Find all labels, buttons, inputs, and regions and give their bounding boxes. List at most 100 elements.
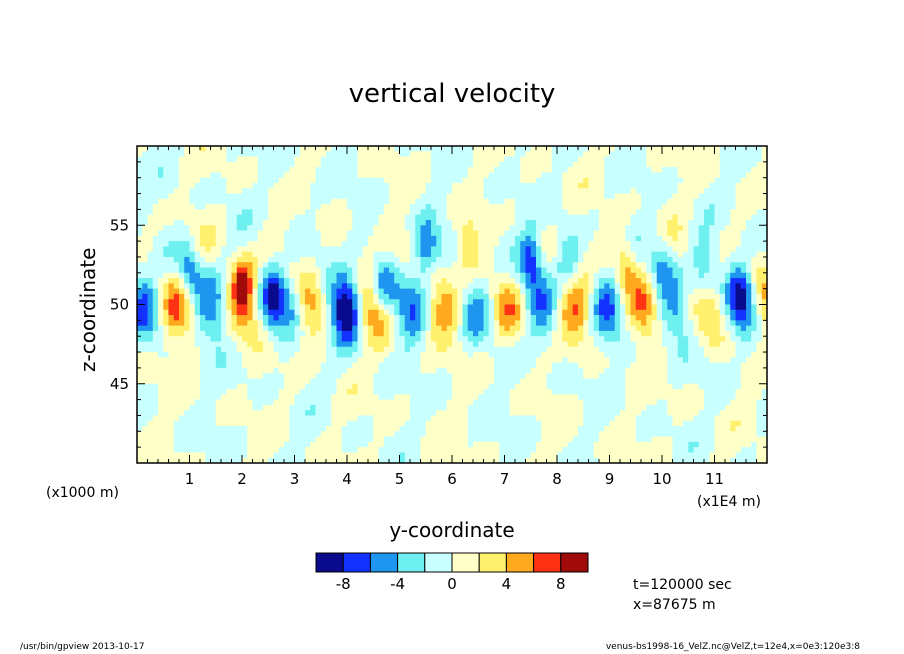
heatmap-cell — [677, 267, 684, 274]
heatmap-cell — [719, 357, 726, 364]
heatmap-cell — [378, 320, 385, 327]
heatmap-cell — [347, 362, 353, 369]
heatmap-cell — [226, 330, 233, 337]
heatmap-cell — [147, 214, 154, 221]
heatmap-cell — [478, 204, 485, 210]
heatmap-cell — [221, 251, 227, 258]
heatmap-cell — [373, 161, 380, 168]
heatmap-cell — [273, 357, 280, 364]
heatmap-cell — [268, 204, 275, 210]
heatmap-cell — [394, 151, 401, 158]
heatmap-cell — [273, 198, 280, 205]
heatmap-cell — [257, 278, 264, 284]
heatmap-cell — [436, 309, 443, 316]
heatmap-cell — [263, 193, 269, 200]
heatmap-cell — [368, 204, 374, 210]
heatmap-cell — [373, 230, 380, 237]
heatmap-cell — [168, 172, 175, 179]
heatmap-cell — [189, 362, 196, 369]
heatmap-cell — [499, 209, 506, 216]
heatmap-cell — [735, 188, 742, 195]
heatmap-cell — [630, 219, 637, 226]
heatmap-cell — [698, 225, 705, 232]
heatmap-cell — [604, 204, 611, 210]
heatmap-cell — [488, 193, 495, 200]
heatmap-cell — [641, 256, 647, 263]
heatmap-cell — [425, 182, 432, 189]
heatmap-cell — [320, 325, 327, 332]
heatmap-cell — [494, 352, 500, 358]
heatmap-cell — [672, 177, 679, 184]
heatmap-cell — [646, 230, 653, 237]
heatmap-cell — [373, 256, 380, 263]
heatmap-cell — [499, 315, 506, 321]
heatmap-cell — [236, 315, 243, 321]
heatmap-cell — [263, 330, 269, 337]
heatmap-cell — [215, 309, 222, 316]
heatmap-cell — [473, 288, 479, 295]
heatmap-cell — [147, 193, 154, 200]
heatmap-cell — [536, 309, 542, 316]
heatmap-cell — [231, 146, 238, 152]
heatmap-cell — [336, 283, 343, 290]
heatmap-cell — [546, 209, 553, 216]
heatmap-cell — [205, 336, 212, 343]
heatmap-cell — [530, 283, 537, 290]
heatmap-cell — [704, 346, 710, 353]
heatmap-cell — [740, 225, 747, 232]
heatmap-cell — [546, 288, 553, 295]
heatmap-cell — [278, 267, 285, 274]
heatmap-cell — [567, 325, 574, 332]
heatmap-cell — [305, 241, 311, 247]
heatmap-cell — [683, 214, 689, 221]
heatmap-cell — [446, 241, 453, 247]
heatmap-cell — [320, 256, 327, 263]
heatmap-cell — [515, 278, 521, 284]
heatmap-cell — [294, 346, 301, 353]
heatmap-cell — [410, 346, 416, 353]
heatmap-cell — [436, 304, 443, 311]
heatmap-cell — [336, 193, 343, 200]
heatmap-cell — [525, 177, 532, 184]
heatmap-cell — [415, 315, 422, 321]
heatmap-cell — [751, 235, 758, 242]
heatmap-cell — [499, 346, 506, 353]
heatmap-cell — [315, 219, 322, 226]
heatmap-cell — [446, 352, 453, 358]
heatmap-cell — [142, 167, 149, 174]
heatmap-cell — [305, 288, 311, 295]
heatmap-cell — [189, 204, 196, 210]
heatmap-cell — [588, 256, 595, 263]
heatmap-cell — [441, 341, 448, 348]
heatmap-cell — [588, 246, 595, 253]
heatmap-cell — [352, 272, 359, 279]
heatmap-cell — [609, 272, 616, 279]
heatmap-cell — [215, 346, 222, 353]
heatmap-cell — [425, 251, 432, 258]
heatmap-cell — [719, 278, 726, 284]
heatmap-cell — [635, 283, 642, 290]
heatmap-cell — [441, 293, 448, 300]
heatmap-cell — [583, 193, 590, 200]
heatmap-cell — [593, 193, 600, 200]
heatmap-cell — [614, 251, 621, 258]
heatmap-cell — [310, 188, 317, 195]
heatmap-cell — [378, 256, 385, 263]
heatmap-cell — [320, 336, 327, 343]
heatmap-cell — [709, 267, 716, 274]
heatmap-cell — [326, 219, 332, 226]
heatmap-cell — [567, 146, 574, 152]
heatmap-cell — [383, 352, 390, 358]
heatmap-cell — [515, 288, 521, 295]
heatmap-cell — [368, 293, 374, 300]
heatmap-cell — [137, 225, 143, 232]
heatmap-cell — [404, 146, 411, 152]
heatmap-cell — [404, 352, 411, 358]
heatmap-cell — [320, 267, 327, 274]
heatmap-cell — [189, 172, 196, 179]
heatmap-cell — [714, 304, 721, 311]
heatmap-cell — [504, 299, 511, 306]
heatmap-cell — [179, 346, 185, 353]
heatmap-cell — [499, 188, 506, 195]
heatmap-cell — [252, 146, 259, 152]
